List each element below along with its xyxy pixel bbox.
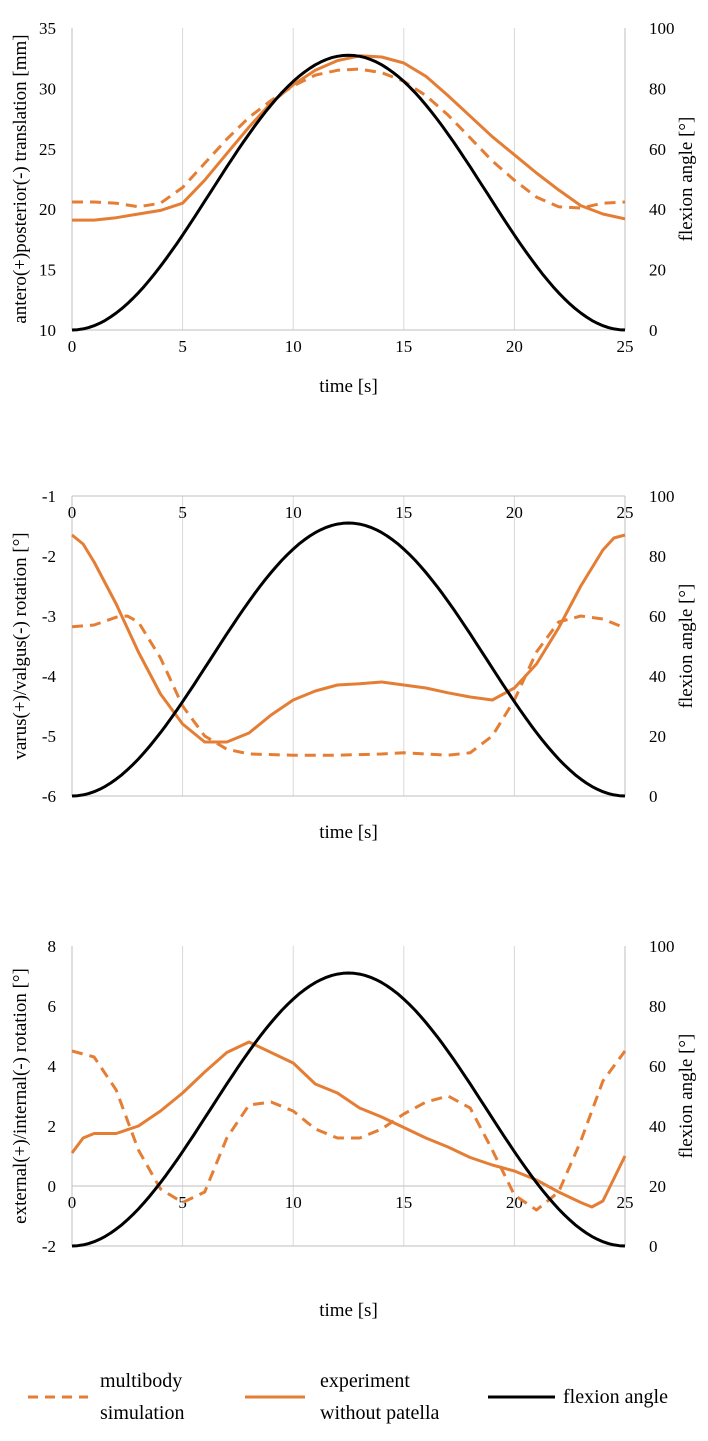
y-tick-label: 2 (48, 1117, 57, 1136)
y2-tick-label: 40 (649, 200, 666, 219)
x-tick-label: 25 (617, 503, 634, 522)
y-tick-label: 30 (39, 79, 56, 98)
y-tick-label: -1 (42, 487, 56, 506)
y-tick-label: 25 (39, 140, 56, 159)
series-line-multibody-simulation (71, 1049, 627, 1212)
x-axis-label: time [s] (319, 376, 378, 397)
x-tick-label: 5 (178, 337, 187, 356)
y2-tick-label: 20 (649, 261, 666, 280)
y-tick-label: 35 (39, 19, 56, 38)
x-tick-label: 20 (506, 503, 523, 522)
y2-tick-label: 80 (649, 547, 666, 566)
y-tick-label: 20 (39, 200, 56, 219)
y-tick-label: 8 (48, 937, 57, 956)
y-tick-label: -6 (42, 787, 56, 806)
y2-tick-label: 80 (649, 79, 666, 98)
y-tick-label: 10 (39, 321, 56, 340)
x-tick-label: 5 (178, 1193, 187, 1212)
y2-axis-label: flexion angle [°] (676, 1034, 697, 1159)
y-tick-label: -3 (42, 607, 56, 626)
y2-tick-label: 20 (649, 727, 666, 746)
y-tick-label: -2 (42, 547, 56, 566)
y-axis-label: external(+)/internal(-) rotation [°] (10, 968, 31, 1224)
series-line-multibody-simulation (71, 614, 626, 757)
y-axis-label: antero(+)posterior(-) translation [mm] (10, 34, 31, 323)
x-tick-label: 20 (506, 337, 523, 356)
y2-tick-label: 100 (649, 19, 675, 38)
series-line-flexion-angle (71, 521, 626, 798)
y-tick-label: 15 (39, 261, 56, 280)
x-tick-label: 10 (285, 337, 302, 356)
x-axis-label: time [s] (319, 1300, 378, 1321)
y2-axis-label: flexion angle [°] (676, 117, 697, 242)
series-line-experiment-without-patella (72, 54, 626, 222)
y2-tick-label: 100 (649, 487, 675, 506)
legend-label-multibody-simulation-line2: simulation (100, 1402, 184, 1424)
x-tick-label: 25 (617, 337, 634, 356)
legend-label-flexion-angle: flexion angle (563, 1386, 668, 1408)
y2-tick-label: 60 (649, 1057, 666, 1076)
chart-panel-1: 0 5 10 15 20 25 10 15 20 25 30 35 0 20 40 60 80 100 time [… (10, 19, 697, 397)
y2-axis-label: flexion angle [°] (676, 584, 697, 709)
y2-tick-label: 60 (649, 140, 666, 159)
y-tick-label: 6 (48, 997, 57, 1016)
y2-tick-label: 0 (649, 1237, 658, 1256)
x-tick-label: 0 (68, 337, 77, 356)
y2-tick-label: 100 (649, 937, 675, 956)
x-tick-label: 10 (285, 1193, 302, 1212)
y2-tick-label: 20 (649, 1177, 666, 1196)
series-line-experiment-without-patella (71, 533, 626, 744)
y-tick-label: 4 (48, 1057, 57, 1076)
x-tick-label: 20 (506, 1193, 523, 1212)
x-tick-label: 15 (395, 503, 412, 522)
y-tick-label: -4 (42, 667, 57, 686)
x-tick-label: 0 (68, 1193, 77, 1212)
x-tick-label: 10 (285, 503, 302, 522)
series-line-experiment-without-patella (70, 1040, 627, 1209)
y2-tick-label: 80 (649, 997, 666, 1016)
x-tick-label: 25 (617, 1193, 634, 1212)
x-tick-label: 0 (68, 503, 77, 522)
x-axis-label: time [s] (319, 822, 378, 843)
x-tick-label: 15 (395, 337, 412, 356)
series-line-multibody-simulation (72, 67, 626, 210)
legend-label-experiment: experiment (320, 1370, 410, 1392)
chart-panel-2: 0 5 10 15 20 25 -6 -5 -4 -3 -2 -1 0 20 40 60 80 100 time [… (10, 487, 697, 843)
y2-tick-label: 60 (649, 607, 666, 626)
y2-tick-label: 40 (649, 1117, 666, 1136)
y2-tick-label: 0 (649, 321, 658, 340)
legend-label-experiment-line2: without patella (320, 1402, 440, 1424)
y-tick-label: 0 (48, 1177, 57, 1196)
legend-label-multibody-simulation: multibody (100, 1370, 182, 1392)
y-axis-label: varus(+)/valgus(-) rotation [°] (10, 532, 31, 759)
x-tick-label: 15 (395, 1193, 412, 1212)
series-line-flexion-angle (71, 971, 626, 1248)
y-tick-label: -2 (42, 1237, 56, 1256)
y-tick-label: -5 (42, 727, 56, 746)
y2-tick-label: 0 (649, 787, 658, 806)
x-tick-label: 5 (178, 503, 187, 522)
legend: multibody simulation experiment without … (28, 1370, 668, 1424)
series-line-flexion-angle (71, 53, 626, 332)
y2-tick-label: 40 (649, 667, 666, 686)
